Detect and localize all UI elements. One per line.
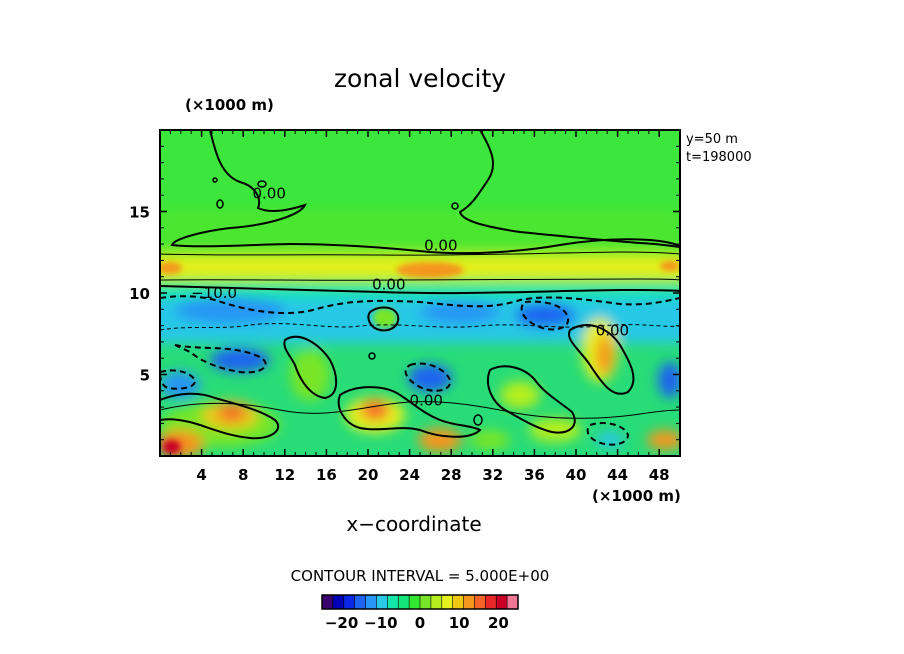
x-tick-label: 48 bbox=[649, 466, 670, 484]
contour-label: 0.00 bbox=[596, 321, 629, 339]
x-tick-label: 20 bbox=[358, 466, 379, 484]
colorbar-swatch bbox=[354, 595, 366, 609]
x-tick-label: 12 bbox=[274, 466, 295, 484]
colorbar-tick-label: 20 bbox=[488, 614, 509, 632]
contour-label: 0.00 bbox=[252, 184, 285, 202]
colorbar-swatch bbox=[463, 595, 475, 609]
colorbar-tick-label: −10 bbox=[364, 614, 397, 632]
x-tick-label: 24 bbox=[399, 466, 420, 484]
colorbar-swatch bbox=[322, 595, 334, 609]
colorbar-swatch bbox=[332, 595, 345, 609]
y-axis-unit: (×1000 m) bbox=[185, 96, 274, 114]
info-line-location: y=50 m bbox=[686, 132, 738, 147]
contour-label: 0.00 bbox=[410, 391, 443, 409]
colorbar-swatch bbox=[387, 595, 399, 609]
colorbar-swatch bbox=[376, 595, 388, 609]
chart-title: zonal velocity bbox=[334, 64, 506, 93]
y-tick-label: 15 bbox=[129, 204, 150, 222]
x-axis: 4 8 12 16 20 24 28 32 36 40 44 48 bbox=[169, 130, 670, 484]
colorbar-swatch bbox=[474, 595, 486, 609]
contour-label: 0.00 bbox=[372, 276, 405, 294]
x-tick-label: 40 bbox=[566, 466, 587, 484]
x-tick-label: 16 bbox=[316, 466, 337, 484]
colorbar-swatch bbox=[365, 595, 377, 609]
colorbar-swatch bbox=[485, 595, 497, 609]
y-axis: 5 10 15 bbox=[129, 145, 680, 441]
contour-labels: 0.00 0.00 0.00 −10.0 0.00 0.00 bbox=[191, 184, 629, 409]
x-tick-label: 44 bbox=[607, 466, 628, 484]
colorbar-swatch bbox=[420, 595, 432, 609]
y-tick-label: 10 bbox=[129, 285, 150, 303]
colorbar-swatch bbox=[452, 595, 464, 609]
colorbar-tick-label: −20 bbox=[325, 614, 358, 632]
info-line-time: t=198000 bbox=[686, 150, 752, 165]
y-tick-label: 5 bbox=[140, 367, 150, 385]
colorbar-swatch bbox=[441, 595, 453, 609]
contour-label: 0.00 bbox=[424, 237, 457, 255]
plot-area bbox=[160, 130, 680, 456]
contour-interval-text: CONTOUR INTERVAL = 5.000E+00 bbox=[291, 567, 550, 585]
colorbar-swatch bbox=[496, 595, 508, 609]
x-tick-label: 28 bbox=[441, 466, 462, 484]
x-tick-label: 32 bbox=[482, 466, 503, 484]
colorbar-frame bbox=[321, 594, 519, 610]
x-tick-label: 36 bbox=[524, 466, 545, 484]
colorbar-swatch bbox=[507, 595, 519, 609]
colorbar-swatch bbox=[398, 595, 410, 609]
colorbar-swatch bbox=[343, 595, 355, 609]
colorbar: −20 −10 0 10 20 bbox=[321, 594, 519, 632]
x-tick-label: 4 bbox=[196, 466, 206, 484]
colorbar-tick-label: 10 bbox=[449, 614, 470, 632]
colorbar-tick-label: 0 bbox=[415, 614, 425, 632]
colorbar-swatch bbox=[430, 595, 443, 609]
contour-label: −10.0 bbox=[191, 284, 237, 302]
colorbar-swatch bbox=[409, 595, 421, 609]
x-tick-label: 8 bbox=[238, 466, 248, 484]
x-axis-unit: (×1000 m) bbox=[592, 487, 681, 505]
x-axis-label: x−coordinate bbox=[346, 512, 481, 536]
